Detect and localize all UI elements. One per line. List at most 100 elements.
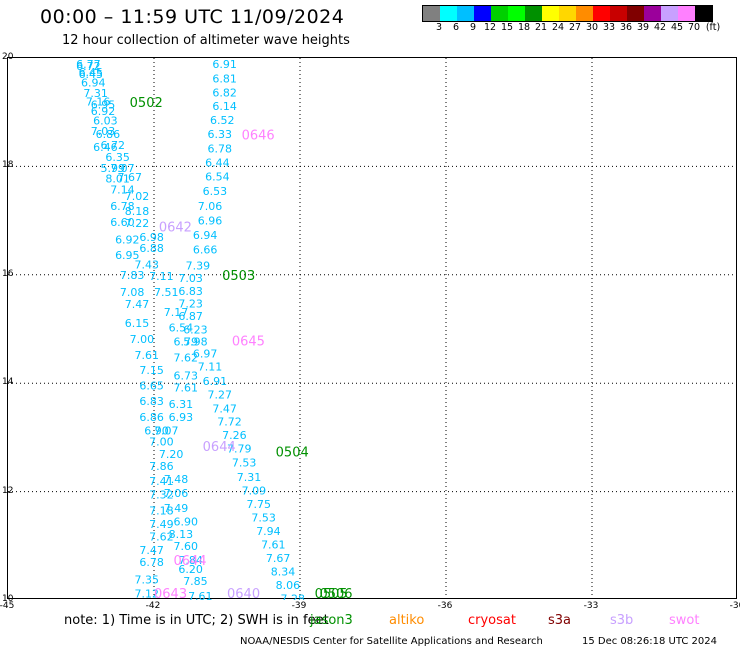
wave-height-value: 6.94 [81, 77, 106, 90]
wave-height-value: 6.54 [205, 170, 230, 183]
wave-height-value: 6.79 [173, 335, 198, 348]
wave-height-value: 7.18 [149, 504, 174, 517]
wave-height-value: 8.18 [125, 205, 150, 218]
wave-height-value: 7.79 [227, 443, 252, 456]
wave-height-value: 6.93 [169, 411, 194, 424]
footer-note: note: 1) Time is in UTC; 2) SWH is in fe… [64, 613, 329, 628]
satellite-legend-s3a: s3a [548, 613, 572, 628]
wave-height-value: 7.00 [149, 436, 174, 449]
color-swatch [610, 6, 627, 21]
wave-height-value: 7.53 [251, 511, 275, 524]
wave-height-value: 6.78 [139, 556, 164, 569]
wave-height-value: 6.33 [208, 128, 233, 141]
wave-height-value: 6.91 [212, 58, 237, 71]
wave-height-value: 8.13 [169, 528, 194, 541]
pass-time-label: 0502 [130, 96, 163, 111]
color-scale-label: 24 [551, 22, 565, 33]
color-scale-label: 42 [653, 22, 667, 33]
wave-height-value: 6.91 [203, 375, 228, 388]
pass-time-label: 0642 [159, 220, 192, 235]
satellite-legend-jason3: jason3 [310, 613, 353, 628]
wave-height-value: 6.73 [173, 369, 198, 382]
wave-height-value: 6.20 [178, 563, 203, 576]
color-swatch [695, 6, 712, 21]
wave-height-value: 7.49 [164, 502, 189, 515]
wave-height-value: 7.39 [186, 259, 211, 272]
wave-height-value: 7.85 [183, 575, 208, 588]
pass-time-label: 0505 [315, 587, 348, 600]
wave-height-value: 6.78 [110, 200, 135, 213]
map-title: 00:00 – 11:59 UTC 11/09/2024 [40, 6, 345, 28]
wave-height-value: 6.87 [178, 310, 203, 323]
wave-height-value: 6.95 [91, 98, 116, 111]
wave-height-value: 6.94 [193, 229, 218, 242]
wave-height-value: 6.54 [169, 322, 194, 335]
pass-time-label: 0644 [203, 440, 236, 455]
satellite-legend-s3b: s3b [610, 613, 634, 628]
color-scale-label: 36 [619, 22, 633, 33]
wave-height-value: 7.41 [149, 475, 174, 488]
wave-height-value: 6.45 [79, 68, 104, 81]
wave-height-value: 7.06 [198, 200, 223, 213]
map-plot-area: 6.77 6.72 6.45 6.45 6.94 7.31 7.16 6.95 6.92 6.03… [7, 57, 738, 600]
wave-height-value: 6.23 [183, 323, 208, 336]
wave-height-value: 7.20 [159, 448, 184, 461]
wave-height-value: 7.43 [135, 258, 160, 271]
lat-tick-label: 16 [2, 268, 14, 279]
lon-tick-label: -36 [437, 601, 453, 611]
pass-time-label: 0503 [222, 269, 255, 284]
wave-height-value: 7.48 [164, 473, 189, 486]
wave-height-value: 6.35 [105, 151, 130, 164]
wave-height-value: 6.53 [203, 185, 228, 198]
wave-height-value: 6.97 [193, 348, 218, 361]
wave-height-value: 7.22 [125, 217, 150, 230]
color-swatch [644, 6, 661, 21]
pass-time-label: 0645 [232, 334, 265, 349]
pass-time-label: 0640 [227, 587, 260, 600]
wave-height-value: 7.62 [149, 530, 174, 543]
color-swatch [525, 6, 542, 21]
footer-timestamp: 15 Dec 08:26:18 UTC 2024 [582, 636, 717, 647]
wave-height-value: 7.61 [261, 539, 286, 552]
wave-height-value: 7.31 [237, 471, 262, 484]
wave-height-value: 7.03 [178, 272, 203, 285]
color-swatch [576, 6, 593, 21]
wave-height-value: 5.98 [183, 335, 208, 348]
wave-height-value: 7.53 [232, 457, 257, 470]
satellite-legend-altiko: altiko [389, 613, 425, 628]
wave-height-value: 7.31 [83, 87, 108, 100]
wave-height-value: 6.72 [76, 60, 101, 73]
wave-height-value: 7.47 [212, 402, 237, 415]
color-scale-label: 27 [568, 22, 582, 33]
lat-tick-label: 18 [2, 160, 14, 171]
wave-height-value: 6.46 [93, 141, 118, 154]
wave-height-value: 7.60 [173, 540, 198, 553]
wave-height-value: 6.15 [125, 317, 150, 330]
lat-tick-label: 14 [2, 377, 14, 388]
lon-tick-label: -42 [145, 601, 161, 611]
pass-time-label: 0504 [276, 445, 309, 460]
lon-tick-label: -33 [583, 601, 599, 611]
wave-height-value: 6.90 [144, 425, 169, 438]
wave-height-value: 7.02 [125, 190, 150, 203]
wave-height-value: 6.83 [178, 285, 203, 298]
wave-height-value: 7.00 [130, 333, 155, 346]
pass-time-label: 0646 [242, 128, 275, 143]
wave-height-value: 7.23 [178, 297, 203, 310]
wave-height-value: 7.16 [86, 96, 111, 109]
wave-height-value: 6.98 [139, 231, 164, 244]
wave-height-value: 6.60 [110, 216, 135, 229]
color-swatch [423, 6, 440, 21]
wave-height-value: 7.03 [91, 125, 116, 138]
wave-height-value: 6.72 [100, 139, 125, 152]
wave-height-value: 7.47 [139, 544, 164, 557]
color-scale-label: 15 [500, 22, 514, 33]
wave-height-value: 7.15 [139, 364, 164, 377]
wave-height-value: 6.14 [212, 100, 237, 113]
pass-time-label: 0643 [154, 587, 187, 600]
color-scale-label: 39 [636, 22, 650, 33]
lon-tick-label: -30 [729, 601, 740, 611]
wave-height-value: 7.12 [135, 587, 160, 600]
wave-height-value: 6.86 [96, 128, 121, 141]
wave-height-value: 6.65 [139, 380, 164, 393]
